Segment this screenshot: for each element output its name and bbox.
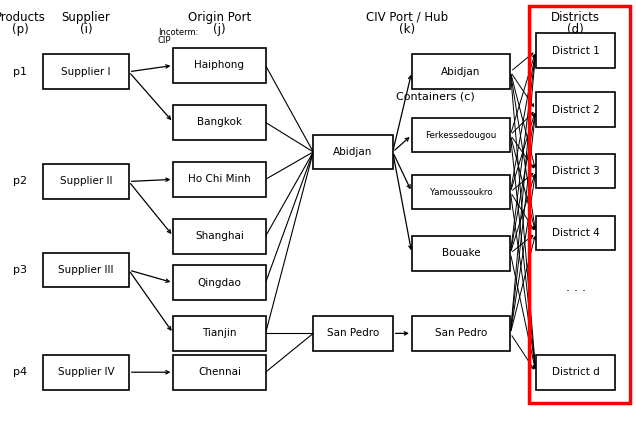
Text: Abidjan: Abidjan	[441, 67, 481, 77]
Bar	[173, 162, 266, 197]
Text: Supplier: Supplier	[62, 11, 110, 24]
Bar	[529, 6, 630, 403]
Text: Supplier III: Supplier III	[58, 265, 114, 275]
Text: District 2: District 2	[551, 105, 600, 115]
Bar	[536, 33, 616, 68]
Text: Containers (c): Containers (c)	[396, 92, 475, 102]
Text: Supplier II: Supplier II	[60, 176, 112, 187]
Text: (j): (j)	[213, 23, 226, 36]
Bar	[43, 54, 128, 89]
Bar	[412, 175, 510, 209]
Text: Chennai: Chennai	[198, 367, 241, 377]
Text: CIV Port / Hub: CIV Port / Hub	[366, 11, 448, 24]
Text: Shanghai: Shanghai	[195, 231, 244, 241]
Text: (d): (d)	[567, 23, 584, 36]
Bar	[43, 253, 128, 287]
Text: District d: District d	[551, 367, 600, 377]
Bar	[173, 355, 266, 390]
Bar	[536, 216, 616, 250]
Bar	[173, 105, 266, 140]
Bar	[173, 48, 266, 83]
Text: · · ·: · · ·	[565, 285, 586, 298]
Text: Incoterm:: Incoterm:	[158, 28, 198, 37]
Bar	[412, 316, 510, 351]
Text: Bangkok: Bangkok	[197, 117, 242, 127]
Text: Ho Chi Minh: Ho Chi Minh	[188, 174, 251, 184]
Bar	[173, 219, 266, 254]
Text: Haiphong: Haiphong	[195, 60, 244, 70]
Text: p4: p4	[13, 367, 27, 377]
Text: San Pedro: San Pedro	[327, 328, 379, 338]
Text: (p): (p)	[12, 23, 29, 36]
Text: Qingdao: Qingdao	[198, 278, 241, 288]
Text: Bouake: Bouake	[442, 248, 480, 258]
Bar	[43, 355, 128, 390]
Bar	[412, 236, 510, 271]
Text: CIP: CIP	[158, 36, 171, 45]
Text: p1: p1	[13, 67, 27, 77]
Bar	[536, 92, 616, 127]
Text: Supplier I: Supplier I	[61, 67, 111, 77]
Text: San Pedro: San Pedro	[435, 328, 487, 338]
Text: Yamoussoukro: Yamoussoukro	[430, 187, 492, 197]
Text: District 4: District 4	[551, 228, 600, 238]
Bar	[173, 316, 266, 351]
Text: Supplier IV: Supplier IV	[57, 367, 114, 377]
Text: (k): (k)	[399, 23, 415, 36]
Text: p2: p2	[13, 176, 27, 187]
Text: District 1: District 1	[551, 46, 600, 56]
Bar	[314, 316, 393, 351]
Bar	[536, 355, 616, 390]
Bar	[412, 118, 510, 152]
Bar	[412, 54, 510, 89]
Text: District 3: District 3	[551, 166, 600, 176]
Text: Districts: Districts	[551, 11, 600, 24]
Text: Ferkessedougou: Ferkessedougou	[425, 130, 497, 140]
Text: (i): (i)	[80, 23, 92, 36]
Text: p3: p3	[13, 265, 27, 275]
Bar	[173, 265, 266, 300]
Bar	[43, 164, 128, 199]
Bar	[536, 154, 616, 188]
Text: Abidjan: Abidjan	[333, 147, 373, 157]
Text: Tianjin: Tianjin	[202, 328, 237, 338]
Text: Products: Products	[0, 11, 46, 24]
Bar	[314, 135, 393, 169]
Text: Origin Port: Origin Port	[188, 11, 251, 24]
